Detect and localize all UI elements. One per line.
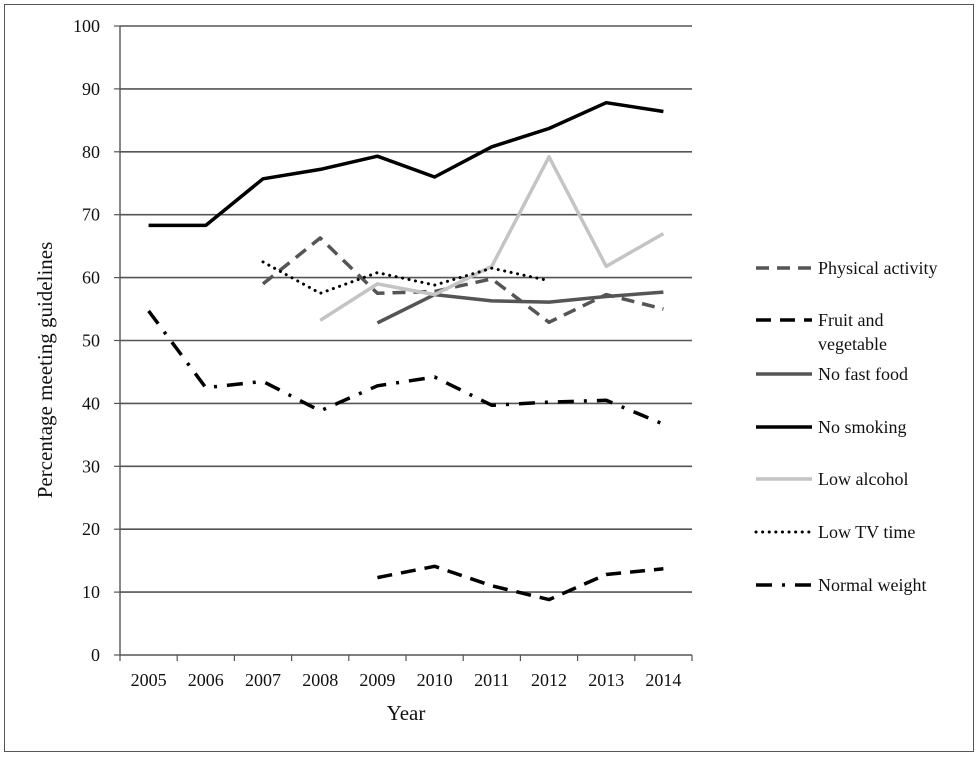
legend-label-low-alcohol: Low alcohol bbox=[818, 469, 908, 489]
legend-label-fruit-and-vegetable: Fruit and vegetable bbox=[818, 310, 887, 354]
y-tick-label: 0 bbox=[91, 645, 100, 665]
y-tick-label: 90 bbox=[82, 79, 100, 99]
legend: Physical activity Fruit and vegetable No fa… bbox=[754, 258, 937, 595]
y-tick-label: 30 bbox=[82, 456, 100, 476]
legend-label-no-smoking: No smoking bbox=[818, 417, 907, 437]
x-tick-label: 2007 bbox=[245, 670, 281, 690]
series-line-no-fast-food bbox=[376, 290, 664, 325]
y-tick-label: 60 bbox=[82, 268, 100, 288]
x-tick-labels: 2005 2006 2007 2008 2009 2010 2011 2012 2013 2014 bbox=[131, 670, 682, 690]
series-line-low-alcohol bbox=[319, 155, 665, 322]
series-line-physical-activity bbox=[261, 236, 664, 325]
x-tick-label: 2011 bbox=[474, 670, 509, 690]
series-line-normal-weight bbox=[147, 309, 665, 426]
y-tick-label: 20 bbox=[82, 519, 100, 539]
legend-label-normal-weight: Normal weight bbox=[818, 575, 926, 595]
x-tick-label: 2014 bbox=[645, 670, 681, 690]
gridlines bbox=[120, 25, 692, 593]
series-line-low-tv-time bbox=[261, 260, 551, 295]
x-axis-title: Year bbox=[387, 701, 426, 725]
y-tick-label: 10 bbox=[82, 582, 100, 602]
series-line-no-smoking bbox=[148, 100, 664, 228]
legend-label-no-fast-food: No fast food bbox=[818, 364, 908, 384]
legend-label-low-tv-time: Low TV time bbox=[818, 522, 915, 542]
x-tick-label: 2005 bbox=[131, 670, 167, 690]
y-tick-label: 70 bbox=[82, 205, 100, 225]
axes bbox=[114, 25, 693, 661]
legend-label-physical-activity: Physical activity bbox=[818, 258, 937, 278]
x-tick-label: 2010 bbox=[417, 670, 453, 690]
x-tick-label: 2013 bbox=[588, 670, 624, 690]
series-lines bbox=[147, 100, 665, 602]
chart-frame bbox=[4, 4, 974, 752]
x-tick-label: 2009 bbox=[359, 670, 395, 690]
x-tick-label: 2008 bbox=[302, 670, 338, 690]
y-tick-label: 40 bbox=[82, 393, 100, 413]
y-tick-label: 100 bbox=[73, 16, 100, 36]
y-tick-labels: 0 10 20 30 40 50 60 70 80 90 100 bbox=[73, 16, 100, 665]
y-axis-title: Percentage meeting guidelines bbox=[33, 242, 57, 499]
y-tick-label: 50 bbox=[82, 331, 100, 351]
x-tick-label: 2006 bbox=[188, 670, 224, 690]
x-tick-label: 2012 bbox=[531, 670, 567, 690]
series-line-fruit-and-vegetable bbox=[377, 564, 664, 602]
y-tick-label: 80 bbox=[82, 142, 100, 162]
